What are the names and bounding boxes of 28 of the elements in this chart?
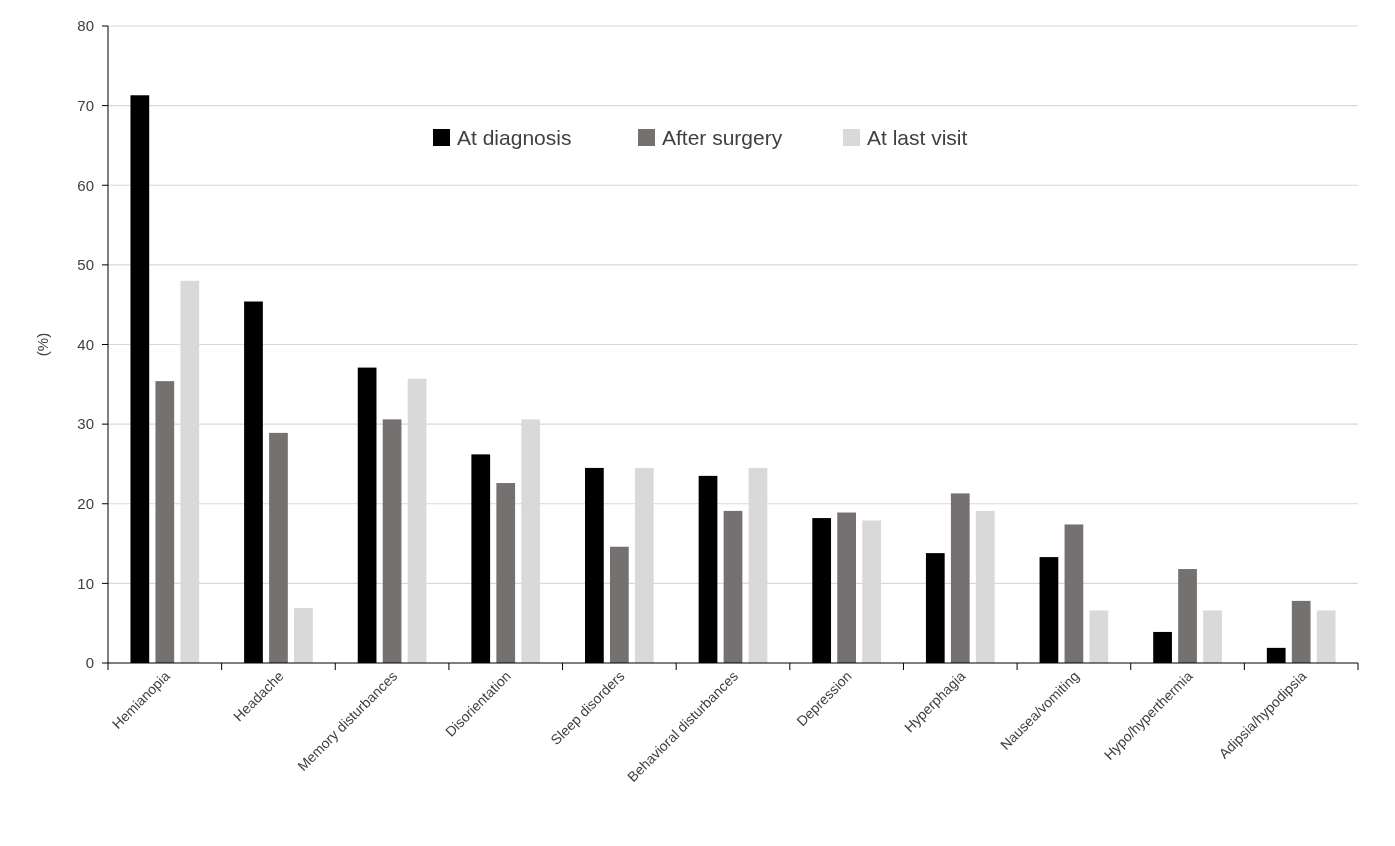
bar xyxy=(837,512,856,663)
y-axis-title: (%) xyxy=(34,332,51,357)
y-tick-label: 20 xyxy=(77,495,94,512)
bar xyxy=(950,493,970,663)
bar xyxy=(723,510,743,663)
bar xyxy=(1203,610,1222,663)
bar xyxy=(1064,524,1084,663)
bar xyxy=(610,546,629,663)
bar xyxy=(1178,569,1197,663)
bar xyxy=(269,432,288,663)
bar xyxy=(1089,610,1109,663)
y-tick-label: 50 xyxy=(77,256,94,274)
y-tick-label: 80 xyxy=(77,17,94,35)
bar xyxy=(1316,610,1336,663)
bar xyxy=(1291,600,1311,663)
bar xyxy=(496,483,516,663)
legend-label: At diagnosis xyxy=(457,126,572,150)
y-tick-label: 70 xyxy=(77,96,94,114)
y-tick-label: 40 xyxy=(77,335,94,353)
y-tick-label: 10 xyxy=(77,574,94,592)
y-tick-label: 60 xyxy=(77,176,94,194)
bar xyxy=(382,419,402,663)
legend-label: At last visit xyxy=(867,126,968,150)
bar xyxy=(155,381,175,663)
y-tick-label: 0 xyxy=(85,654,94,672)
y-tick-label: 30 xyxy=(77,415,94,433)
legend-label: After surgery xyxy=(662,126,783,150)
bar xyxy=(294,608,313,663)
